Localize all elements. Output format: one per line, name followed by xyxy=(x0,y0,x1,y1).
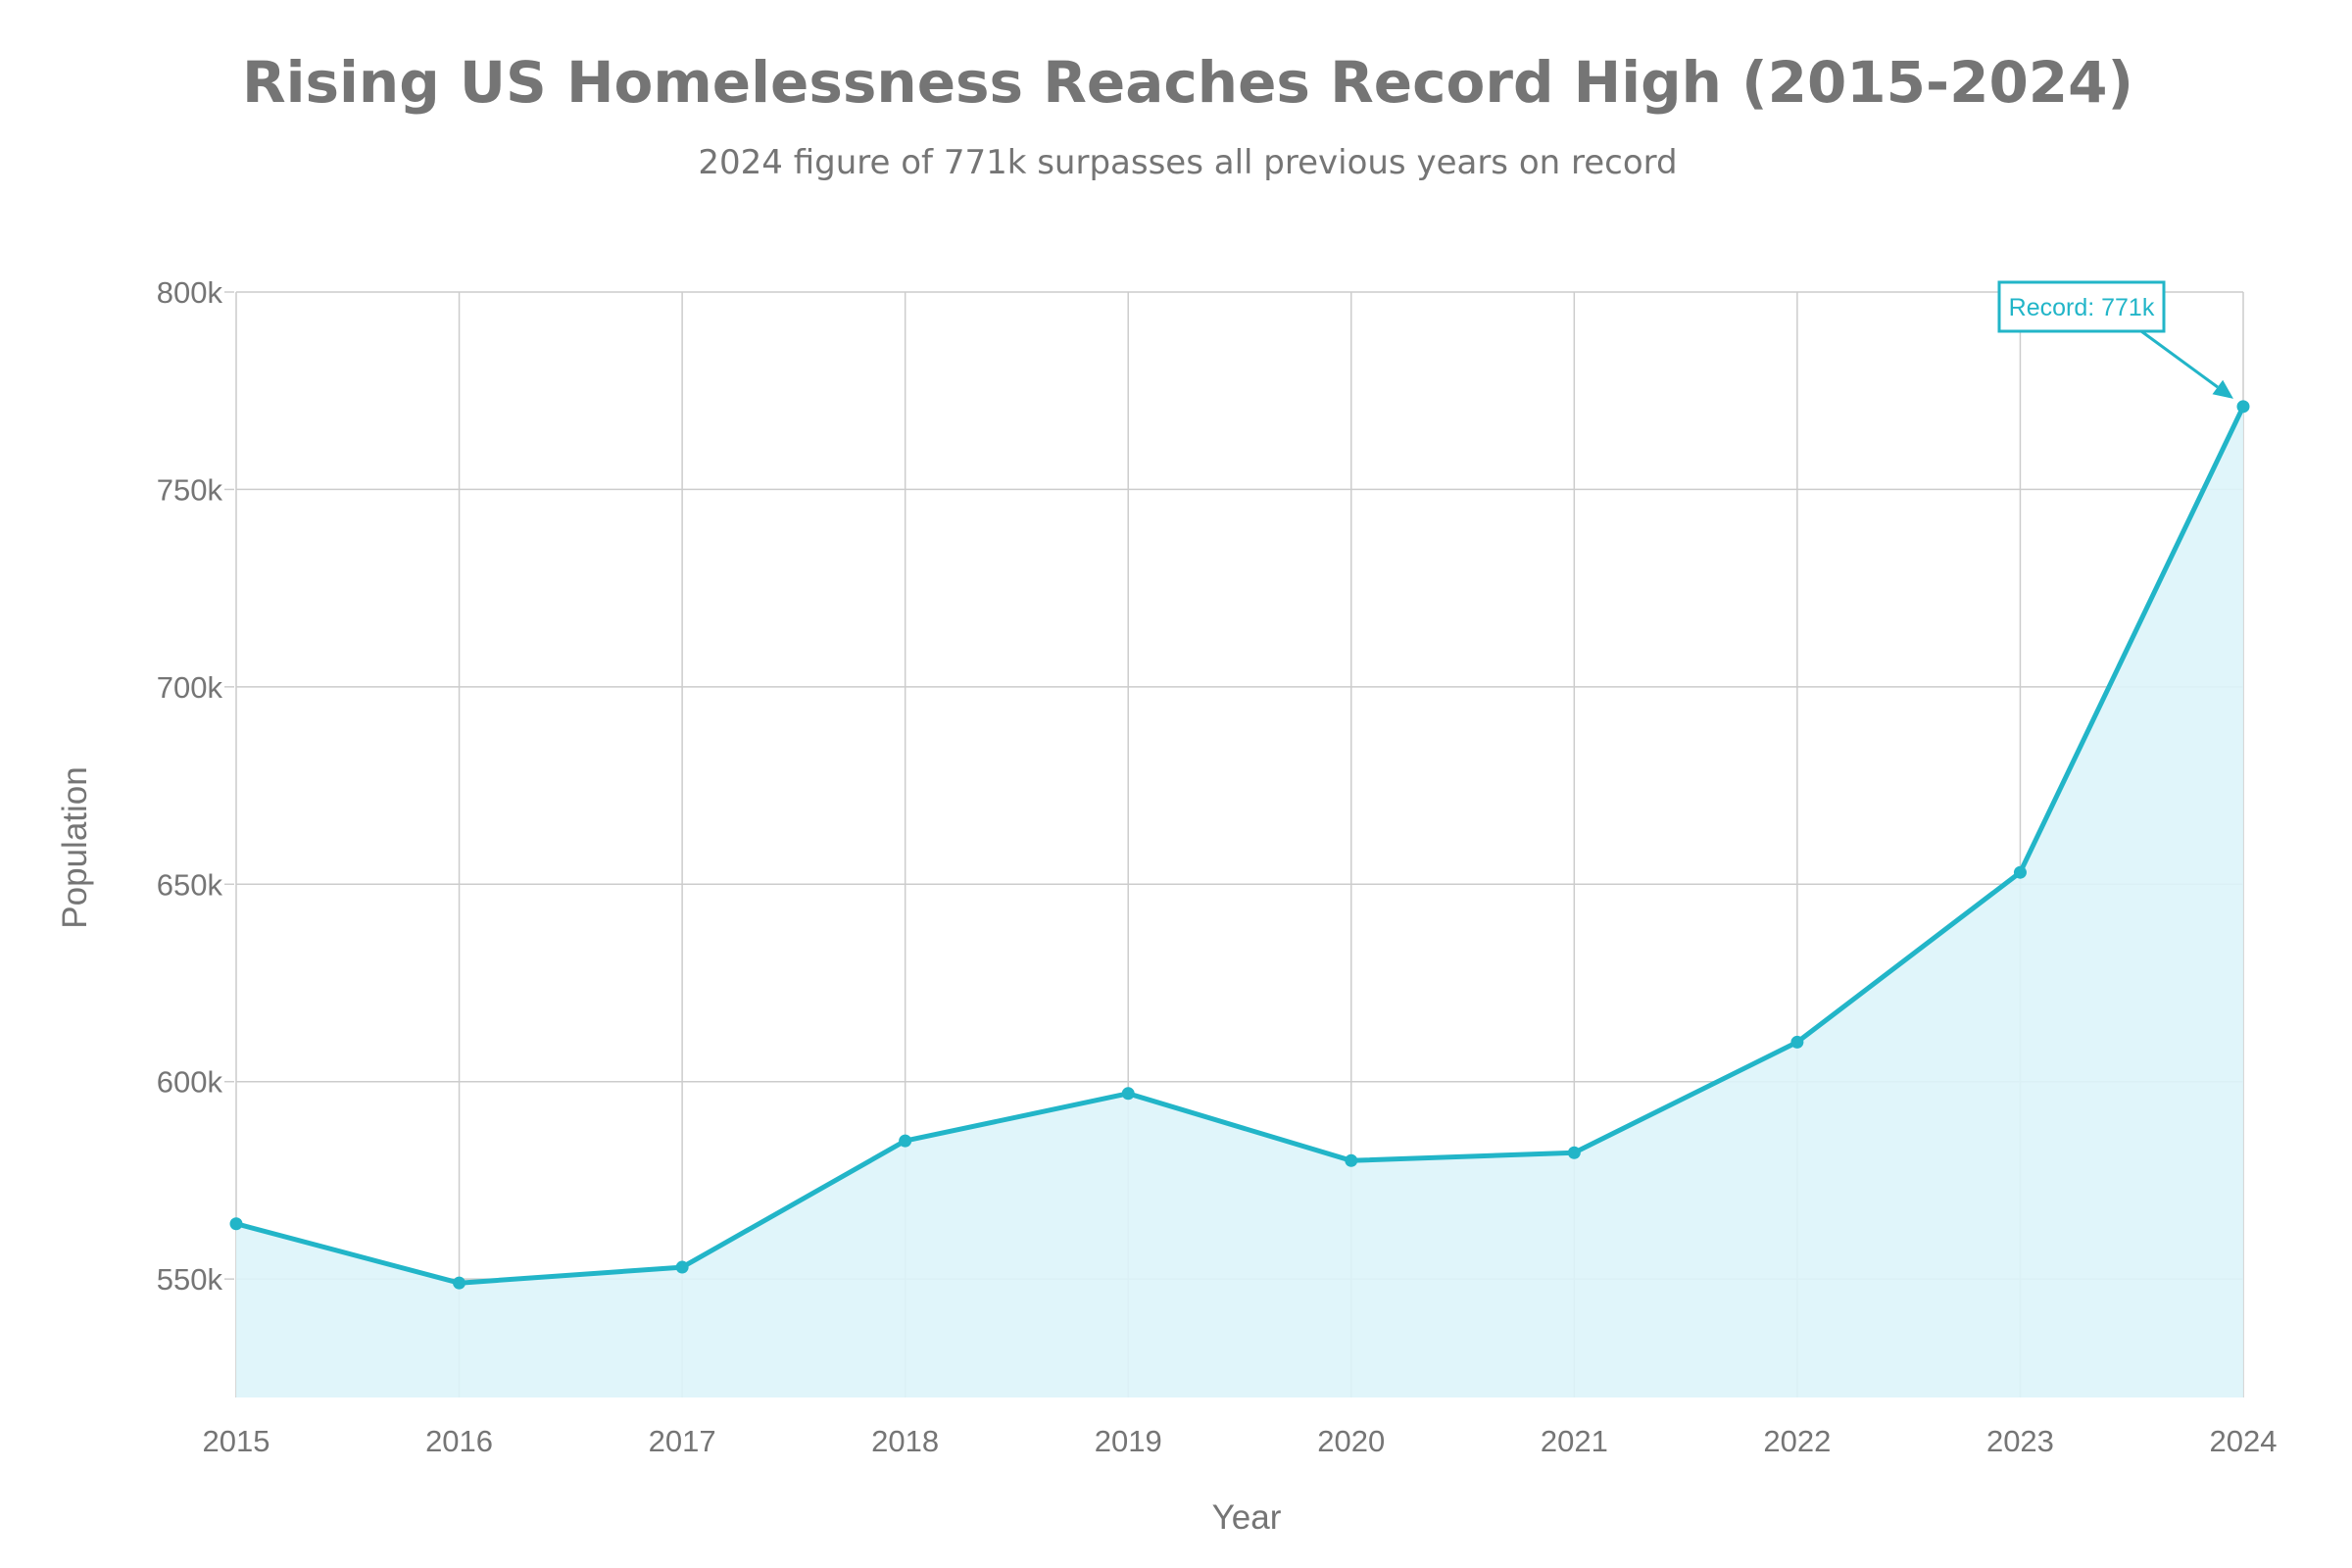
record-annotation: Record: 771k xyxy=(1997,280,2233,399)
y-tick-label: 550k xyxy=(157,1262,223,1297)
x-tick-label: 2021 xyxy=(1541,1424,1608,1458)
data-point xyxy=(453,1276,466,1290)
y-tick-label: 700k xyxy=(157,670,223,705)
annotation-arrowhead xyxy=(2212,379,2233,399)
x-axis-label: Year xyxy=(1212,1498,1282,1537)
data-point xyxy=(1121,1087,1135,1101)
data-point xyxy=(899,1134,912,1148)
data-point xyxy=(675,1260,689,1274)
x-axis-ticks: 2015 2016 2017 2018 2019 2020 2021 2022 2023 2024 xyxy=(203,1424,2278,1458)
x-tick-label: 2019 xyxy=(1095,1424,1162,1458)
y-axis-ticks: 550k 600k 650k 700k 750k 800k xyxy=(157,275,234,1297)
data-point xyxy=(229,1217,243,1231)
x-tick-label: 2020 xyxy=(1317,1424,1385,1458)
data-points xyxy=(229,400,2250,1290)
y-tick-label: 750k xyxy=(157,472,223,507)
x-tick-label: 2024 xyxy=(2210,1424,2278,1458)
y-tick-label: 800k xyxy=(157,275,223,310)
chart-title: Rising US Homelessness Reaches Record Hi… xyxy=(242,49,2133,116)
data-point xyxy=(1567,1146,1581,1159)
y-tick-label: 600k xyxy=(157,1065,223,1100)
data-point xyxy=(1790,1035,1804,1049)
annotation-arrow xyxy=(2140,329,2219,389)
data-point xyxy=(2013,865,2027,879)
y-axis-label: Population xyxy=(56,766,94,928)
x-tick-label: 2015 xyxy=(203,1424,270,1458)
data-point xyxy=(1345,1153,1358,1167)
area-fill xyxy=(236,406,2243,1397)
x-tick-label: 2017 xyxy=(649,1424,716,1458)
series-line xyxy=(235,405,2246,1286)
x-tick-label: 2023 xyxy=(1986,1424,2054,1458)
data-point xyxy=(2236,400,2250,414)
x-tick-label: 2018 xyxy=(871,1424,939,1458)
y-tick-label: 650k xyxy=(157,867,223,902)
chart-subtitle: 2024 figure of 771k surpasses all previo… xyxy=(698,143,1677,182)
x-tick-label: 2022 xyxy=(1763,1424,1831,1458)
annotation-label: Record: 771k xyxy=(2009,294,2155,321)
x-tick-label: 2016 xyxy=(425,1424,493,1458)
annotation-box xyxy=(1997,280,2166,333)
